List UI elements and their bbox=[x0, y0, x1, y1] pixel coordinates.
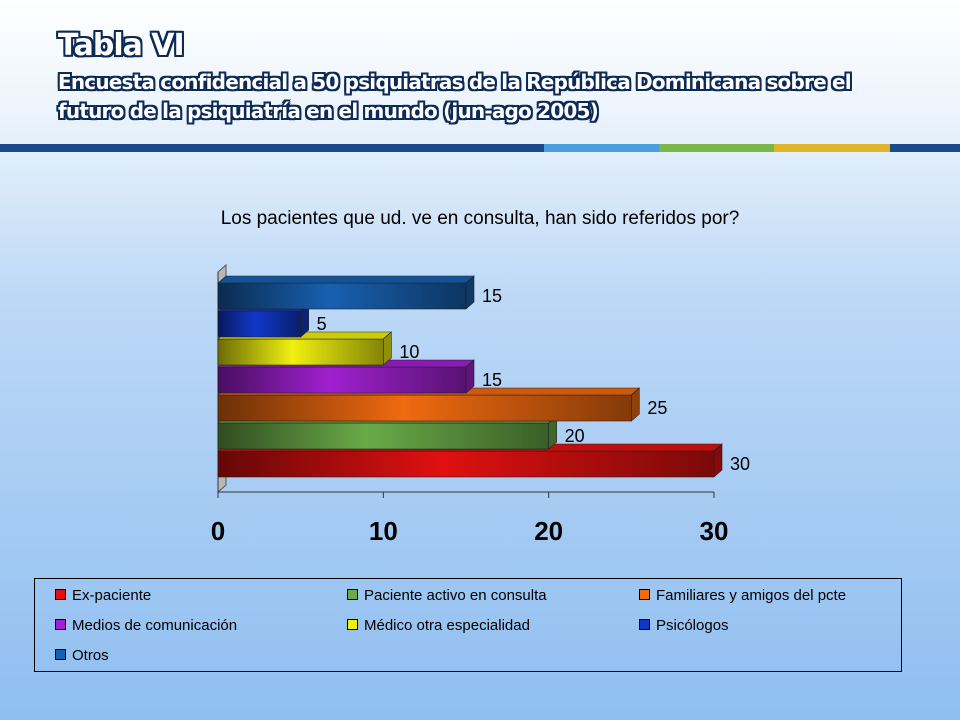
bar-end bbox=[465, 275, 475, 310]
legend-swatch bbox=[639, 589, 650, 600]
bar-end bbox=[383, 331, 392, 366]
bar-end bbox=[631, 387, 640, 422]
x-tick-label: 0 bbox=[211, 516, 225, 546]
data-label: 15 bbox=[482, 286, 502, 306]
legend-label: Psicólogos bbox=[656, 617, 729, 634]
legend-label: Otros bbox=[72, 647, 109, 664]
bar-7 bbox=[217, 275, 475, 310]
legend-swatch bbox=[55, 649, 66, 660]
legend-label: Médico otra especialidad bbox=[364, 617, 530, 634]
legend-label: Familiares y amigos del pcte bbox=[656, 587, 847, 604]
legend-swatch bbox=[347, 589, 358, 600]
bar-front bbox=[217, 366, 467, 394]
title-rule-segment bbox=[659, 144, 774, 152]
legend-swatch bbox=[55, 619, 66, 630]
chart-title: Los pacientes que ud. ve en consulta, ha… bbox=[221, 208, 740, 229]
data-label: 5 bbox=[317, 314, 327, 334]
legend-item: Medios de comunicación bbox=[55, 617, 237, 634]
bar-top bbox=[217, 275, 475, 284]
bar-end bbox=[465, 359, 475, 394]
title-rule-segment bbox=[774, 144, 890, 152]
legend-item: Psicólogos bbox=[639, 617, 729, 634]
bar-front bbox=[217, 394, 632, 422]
bar-front bbox=[217, 282, 467, 310]
legend-item: Paciente activo en consulta bbox=[347, 587, 547, 604]
data-label: 30 bbox=[730, 454, 750, 474]
x-tick-label: 30 bbox=[700, 516, 729, 546]
bar-front bbox=[217, 422, 549, 450]
data-label: 20 bbox=[565, 426, 585, 446]
title-rule-segment bbox=[544, 144, 659, 152]
data-label: 10 bbox=[399, 342, 419, 362]
legend-swatch bbox=[639, 619, 650, 630]
legend-swatch bbox=[55, 589, 66, 600]
legend-swatch bbox=[347, 619, 358, 630]
legend-item: Ex-paciente bbox=[55, 587, 151, 604]
bar-4 bbox=[217, 359, 475, 394]
bar-front bbox=[217, 450, 715, 478]
title-rule-segment bbox=[890, 144, 960, 152]
bar-chart: Los pacientes que ud. ve en consulta, ha… bbox=[211, 208, 750, 546]
x-tick-label: 10 bbox=[369, 516, 398, 546]
legend-item: Otros bbox=[55, 647, 109, 664]
data-label: 25 bbox=[647, 398, 667, 418]
title-rule-segment bbox=[0, 144, 544, 152]
legend-label: Medios de comunicación bbox=[72, 617, 238, 634]
legend-label: Ex-paciente bbox=[72, 587, 152, 604]
bar-end bbox=[713, 443, 723, 478]
bar-1 bbox=[217, 443, 723, 478]
slide-title: Tabla VI bbox=[58, 28, 185, 63]
chart-legend: Ex-paciente Paciente activo en consulta Fa… bbox=[34, 578, 902, 672]
legend-label: Paciente activo en consulta bbox=[364, 587, 547, 604]
slide-subtitle: Encuesta confidencial a 50 psiquiatras d… bbox=[58, 70, 852, 123]
x-tick-label: 20 bbox=[534, 516, 563, 546]
data-label: 15 bbox=[482, 370, 502, 390]
legend-item: Médico otra especialidad bbox=[347, 617, 530, 634]
legend-item: Familiares y amigos del pcte bbox=[639, 587, 846, 604]
bar-5 bbox=[217, 331, 393, 366]
bar-front bbox=[217, 310, 301, 338]
bar-front bbox=[217, 338, 384, 366]
